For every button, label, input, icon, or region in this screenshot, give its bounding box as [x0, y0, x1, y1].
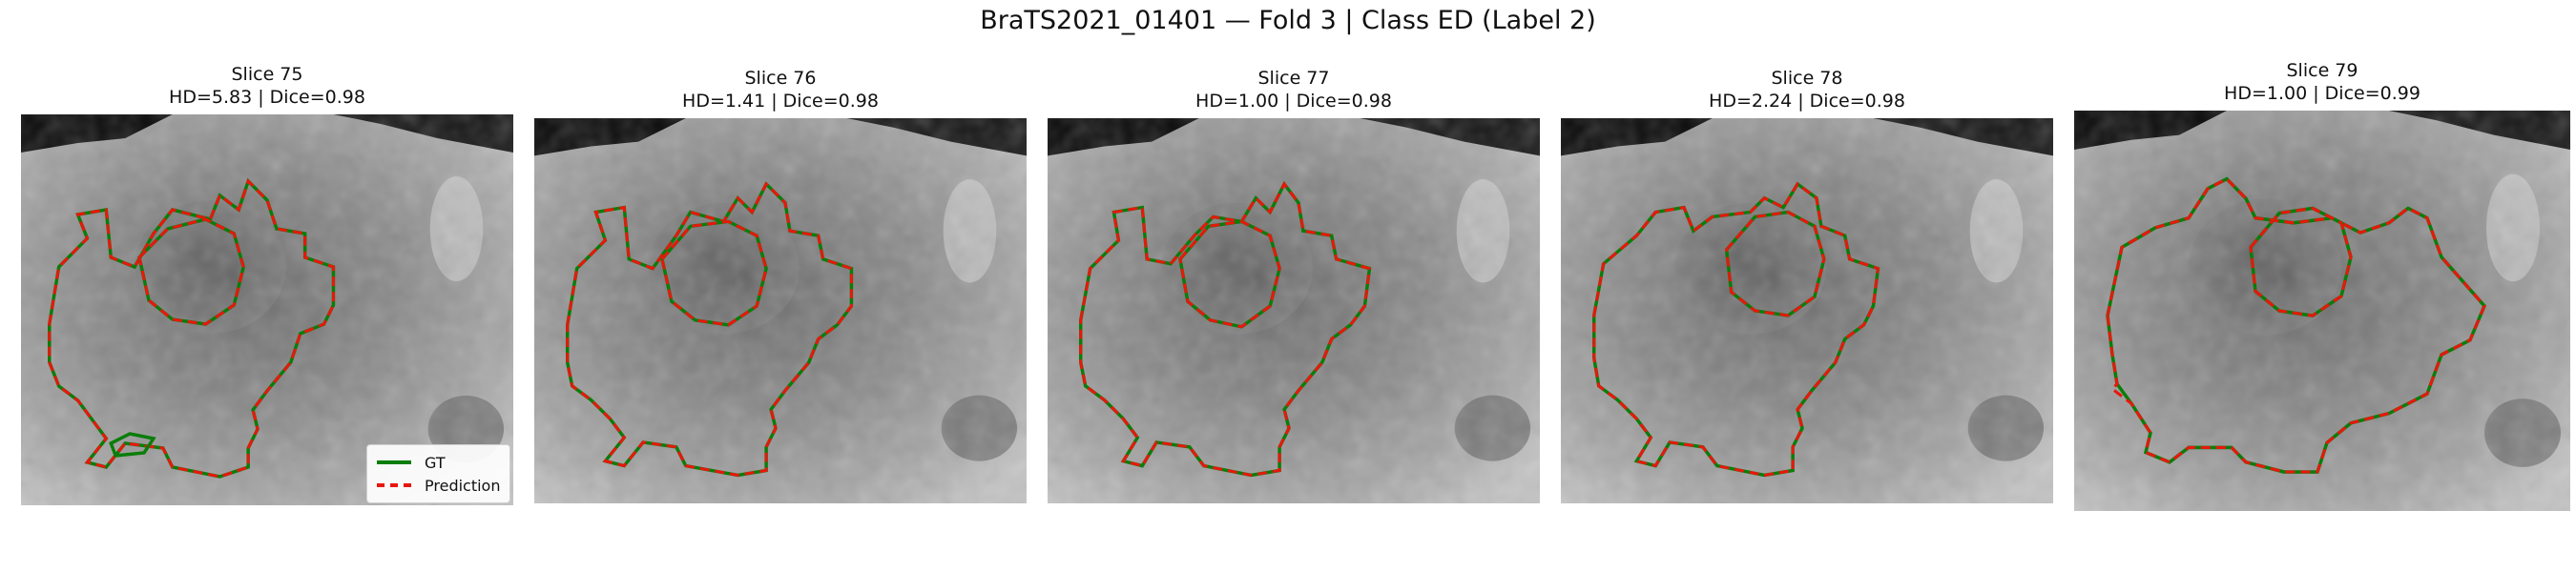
- slice-title: Slice 78: [1771, 68, 1843, 89]
- mri-slice-image: [21, 114, 513, 505]
- prediction-contour: [566, 181, 853, 477]
- slice-title: Slice 76: [744, 68, 817, 89]
- slice-panel-78: Slice 78 HD=2.24 | Dice=0.98: [1561, 0, 2053, 572]
- slice-metrics: HD=2.24 | Dice=0.98: [1709, 91, 1905, 112]
- mri-slice-image: [1048, 118, 1540, 503]
- slice-metrics: HD=5.83 | Dice=0.98: [169, 87, 365, 108]
- mri-slice-image: [2074, 111, 2570, 511]
- prediction-contour: [2106, 176, 2486, 474]
- gt-inner-contour: [137, 217, 245, 326]
- slice-panel-79: Slice 79 HD=1.00 | Dice=0.99: [2074, 0, 2570, 572]
- slice-panel-76: Slice 76 HD=1.41 | Dice=0.98: [534, 0, 1027, 572]
- slice-title: Slice 79: [2286, 60, 2358, 81]
- prediction-inner-contour: [1178, 219, 1281, 329]
- prediction-inner-contour: [1725, 211, 1826, 317]
- slice-metrics: HD=1.41 | Dice=0.98: [682, 91, 879, 112]
- gt-extra-contour: [109, 432, 156, 458]
- legend-prediction: Prediction: [377, 474, 500, 497]
- figure-title: BraTS2021_01401 — Fold 3 | Class ED (Lab…: [980, 6, 1596, 35]
- slice-metrics: HD=1.00 | Dice=0.98: [1195, 91, 1392, 112]
- prediction-inner-contour: [660, 219, 768, 327]
- prediction-inner-contour: [2249, 206, 2353, 317]
- slice-metrics: HD=1.00 | Dice=0.99: [2224, 83, 2420, 104]
- prediction-contour: [1592, 181, 1880, 477]
- mri-slice-image: [534, 118, 1027, 503]
- slice-panel-77: Slice 77 HD=1.00 | Dice=0.98: [1048, 0, 1540, 572]
- slice-title: Slice 77: [1257, 68, 1330, 89]
- legend: GT Prediction: [366, 444, 511, 503]
- prediction-contour: [48, 178, 335, 479]
- mri-slice-image: [1561, 118, 2053, 503]
- slice-panel-75: Slice 75 HD=5.83 | Dice=0.98 GT Predicti…: [21, 0, 513, 572]
- gt-contour: [1078, 180, 1372, 478]
- slice-title: Slice 75: [231, 64, 303, 85]
- legend-gt: GT: [377, 451, 500, 474]
